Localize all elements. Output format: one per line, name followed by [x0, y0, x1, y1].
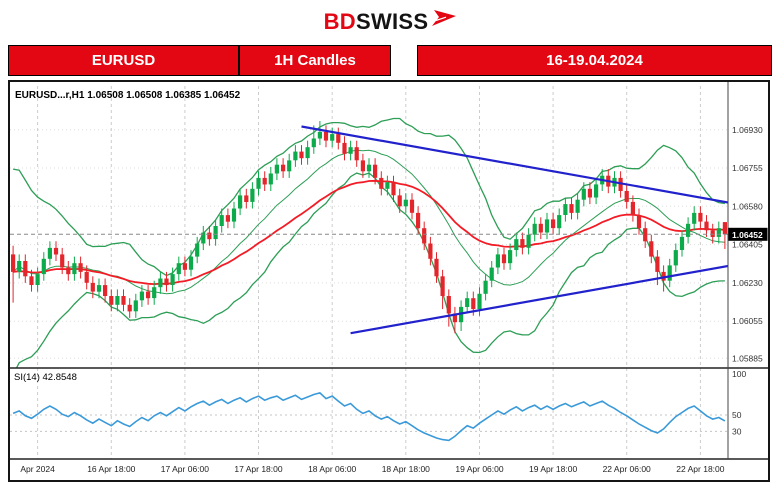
svg-text:18 Apr 18:00: 18 Apr 18:00	[382, 464, 430, 474]
ascending-support	[350, 264, 728, 335]
rsi-line	[12, 392, 726, 442]
svg-text:50: 50	[732, 410, 742, 420]
svg-text:22 Apr 18:00: 22 Apr 18:00	[676, 464, 724, 474]
bdswiss-arrow-icon	[432, 10, 457, 26]
svg-text:100: 100	[732, 369, 746, 379]
candlesticks	[11, 121, 727, 334]
logo-text-bd: BD	[323, 9, 356, 34]
rsi-panel: 100 50 30 SI(14) 42.8548	[10, 369, 746, 442]
svg-text:Apr 2024: Apr 2024	[20, 464, 55, 474]
svg-text:19 Apr 18:00: 19 Apr 18:00	[529, 464, 577, 474]
svg-text:17 Apr 18:00: 17 Apr 18:00	[234, 464, 282, 474]
svg-text:1.05885: 1.05885	[732, 353, 763, 363]
svg-text:17 Apr 06:00: 17 Apr 06:00	[161, 464, 209, 474]
pane-separators	[10, 82, 768, 460]
svg-text:18 Apr 06:00: 18 Apr 06:00	[308, 464, 356, 474]
svg-text:1.06930: 1.06930	[732, 125, 763, 135]
current-price-marker: 1.06452	[10, 227, 768, 241]
svg-text:1.06055: 1.06055	[732, 316, 763, 326]
descending-resistance	[301, 125, 728, 204]
bdswiss-logo: BD SWISS	[324, 9, 457, 35]
trendlines	[301, 125, 728, 335]
banner-timeframe: 1H Candles	[239, 45, 391, 76]
banner-date-range: 16-19.04.2024	[417, 45, 772, 76]
bollinger-bands	[12, 117, 725, 368]
logo-text-swiss: SWISS	[355, 9, 429, 34]
banner-symbol: EURUSD	[8, 45, 239, 76]
svg-text:1.06452: 1.06452	[732, 230, 763, 240]
chart-window: 1.06930 1.06755 1.06580 1.06405 1.06230 1.060…	[8, 80, 770, 482]
time-axis: Apr 2024 16 Apr 18:00 17 Apr 06:00 17 Apr 1…	[20, 464, 724, 474]
svg-text:22 Apr 06:00: 22 Apr 06:00	[603, 464, 651, 474]
current-price-badge	[728, 227, 768, 241]
rsi-label: SI(14) 42.8548	[14, 372, 77, 383]
svg-text:19 Apr 06:00: 19 Apr 06:00	[455, 464, 503, 474]
svg-text:1.06230: 1.06230	[732, 278, 763, 288]
svg-text:1.06755: 1.06755	[732, 163, 763, 173]
svg-text:30: 30	[732, 426, 742, 436]
topbar: BD SWISS	[0, 0, 780, 44]
vertical-gridlines	[37, 86, 701, 459]
moving-average-line	[12, 179, 725, 286]
svg-text:16 Apr 18:00: 16 Apr 18:00	[87, 464, 135, 474]
chart-info-label: EURUSD...r,H1 1.06508 1.06508 1.06385 1.…	[15, 90, 241, 101]
price-axis: 1.06930 1.06755 1.06580 1.06405 1.06230 1.060…	[10, 125, 763, 363]
svg-text:1.06580: 1.06580	[732, 201, 763, 211]
info-banner: EURUSD 1H Candles 16-19.04.2024	[0, 45, 780, 78]
trading-chart-canvas[interactable]: 1.06930 1.06755 1.06580 1.06405 1.06230 1.060…	[10, 82, 768, 480]
svg-text:1.06405: 1.06405	[732, 240, 763, 250]
